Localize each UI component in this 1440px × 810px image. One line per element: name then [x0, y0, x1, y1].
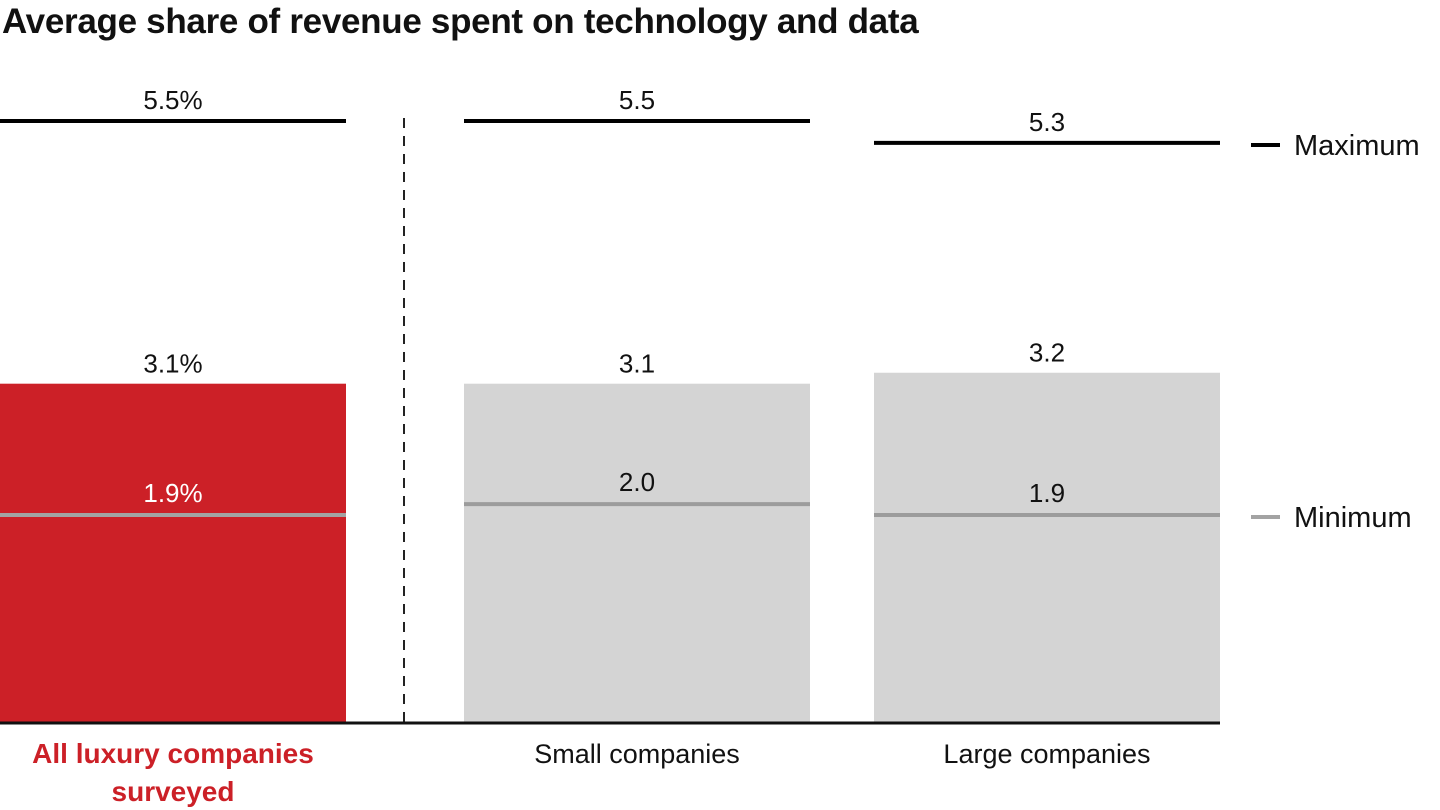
min-label: 2.0	[619, 467, 655, 497]
category-label: Large companies	[943, 739, 1150, 769]
average-label: 3.1%	[143, 349, 202, 379]
chart-title: Average share of revenue spent on techno…	[2, 2, 919, 41]
min-label: 1.9%	[143, 478, 202, 508]
legend-label: Maximum	[1294, 130, 1420, 162]
max-label: 5.5%	[143, 85, 202, 115]
category-label: All luxury companies	[32, 738, 314, 769]
bar	[874, 372, 1220, 723]
min-label: 1.9	[1029, 478, 1065, 508]
bar	[0, 383, 346, 723]
max-label: 5.5	[619, 85, 655, 115]
category-label: Small companies	[534, 739, 740, 769]
bar	[464, 383, 810, 723]
max-label: 5.3	[1029, 107, 1065, 137]
legend-label: Minimum	[1294, 502, 1412, 534]
average-label: 3.2	[1029, 338, 1065, 368]
category-label: surveyed	[112, 776, 235, 807]
average-label: 3.1	[619, 349, 655, 379]
